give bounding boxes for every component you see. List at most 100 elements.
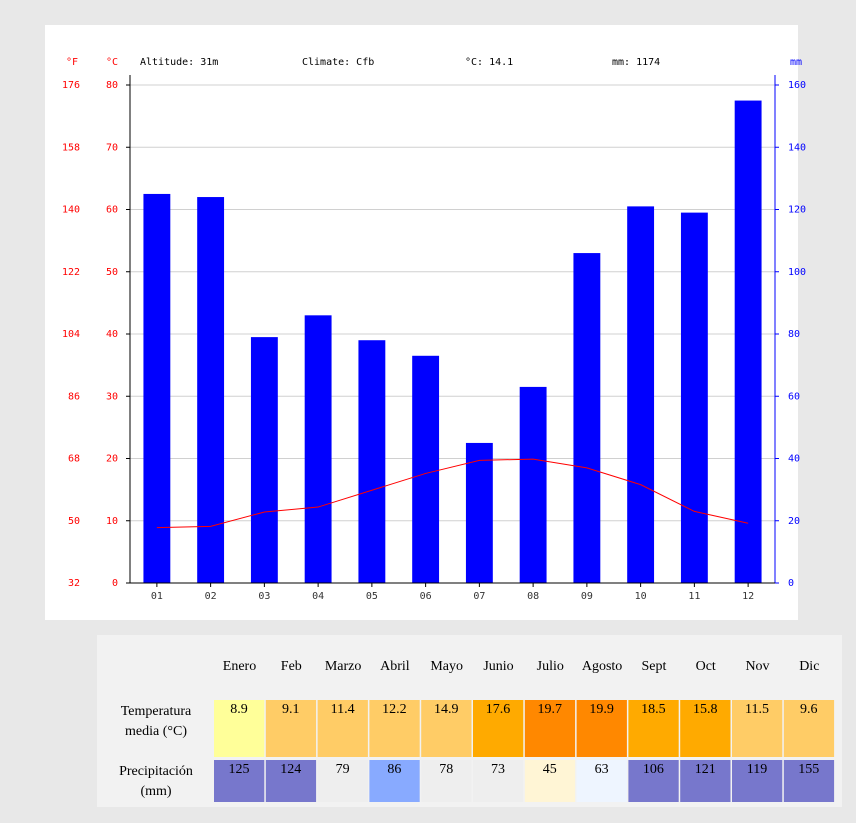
cell-value: 124 bbox=[280, 762, 301, 777]
header-text: Climate: Cfb bbox=[302, 57, 374, 68]
y2-tick-label: 20 bbox=[788, 516, 800, 527]
cell-value: 73 bbox=[491, 762, 505, 777]
cell-value: 155 bbox=[798, 762, 819, 777]
x-tick-label: 12 bbox=[742, 591, 754, 602]
bar bbox=[143, 193, 171, 583]
table-header: Abril bbox=[380, 659, 410, 674]
row-label: Temperatura bbox=[121, 704, 192, 719]
y2-tick-label: 60 bbox=[788, 391, 800, 402]
cell-value: 17.6 bbox=[486, 702, 511, 717]
row-label: (mm) bbox=[140, 784, 171, 799]
y-tick-label: 10 bbox=[106, 516, 118, 527]
cell-value: 19.9 bbox=[589, 702, 614, 717]
bar bbox=[573, 253, 601, 583]
x-tick-label: 07 bbox=[473, 591, 485, 602]
x-tick-label: 02 bbox=[205, 591, 217, 602]
cell-value: 8.9 bbox=[230, 702, 248, 717]
y2-tick-label: 0 bbox=[788, 578, 794, 589]
table-cell bbox=[628, 700, 679, 757]
table-header: Marzo bbox=[325, 659, 362, 674]
row-label: media (°C) bbox=[125, 724, 187, 739]
table-cell bbox=[680, 700, 731, 757]
cell-value: 125 bbox=[229, 762, 250, 777]
bar bbox=[304, 315, 332, 583]
cell-value: 121 bbox=[695, 762, 716, 777]
y2-unit: mm bbox=[790, 57, 802, 68]
cell-value: 9.6 bbox=[800, 702, 818, 717]
x-tick-label: 09 bbox=[581, 591, 593, 602]
bar bbox=[465, 442, 493, 583]
x-tick-label: 05 bbox=[366, 591, 378, 602]
table-header: Julio bbox=[537, 659, 564, 674]
y-tick-label: 40 bbox=[106, 329, 118, 340]
table-header: Dic bbox=[799, 659, 819, 674]
y-tick-label: 0 bbox=[112, 578, 118, 589]
temperature-line bbox=[156, 458, 749, 529]
table-header: Sept bbox=[641, 659, 666, 674]
cell-value: 11.5 bbox=[745, 702, 769, 717]
y-tick-label: 50 bbox=[106, 267, 118, 278]
y3-tick-label: 32 bbox=[68, 578, 80, 589]
bar bbox=[519, 386, 547, 583]
y3-tick-label: 86 bbox=[68, 391, 80, 402]
cell-value: 86 bbox=[387, 762, 401, 777]
cell-value: 79 bbox=[336, 762, 350, 777]
table-cell bbox=[473, 700, 524, 757]
y3-tick-label: 122 bbox=[62, 267, 80, 278]
table-header: Enero bbox=[223, 659, 256, 674]
cell-value: 18.5 bbox=[641, 702, 666, 717]
x-tick-label: 10 bbox=[635, 591, 647, 602]
table-cell bbox=[524, 700, 576, 757]
x-tick-label: 04 bbox=[312, 591, 324, 602]
header-text: Altitude: 31m bbox=[140, 57, 218, 68]
cell-value: 9.1 bbox=[282, 702, 300, 717]
table-cell bbox=[369, 760, 420, 802]
table-cell bbox=[265, 700, 317, 757]
cell-value: 63 bbox=[595, 762, 609, 777]
cell-value: 119 bbox=[747, 762, 767, 777]
table-header: Junio bbox=[483, 659, 513, 674]
table-header: Oct bbox=[696, 659, 716, 674]
cell-value: 14.9 bbox=[434, 702, 459, 717]
table-cell bbox=[732, 760, 783, 802]
table-cell bbox=[628, 760, 679, 802]
table-cell bbox=[214, 700, 265, 757]
bar bbox=[412, 355, 440, 583]
y3-tick-label: 50 bbox=[68, 516, 80, 527]
y3-tick-label: 158 bbox=[62, 142, 80, 153]
y-tick-label: 30 bbox=[106, 391, 118, 402]
y3-unit: °F bbox=[66, 57, 78, 68]
cell-value: 15.8 bbox=[693, 702, 718, 717]
y-tick-label: 80 bbox=[106, 80, 118, 91]
table-cell bbox=[214, 760, 265, 802]
bar bbox=[197, 197, 225, 584]
y2-tick-label: 140 bbox=[788, 142, 806, 153]
x-tick-label: 03 bbox=[258, 591, 270, 602]
cell-value: 106 bbox=[643, 762, 664, 777]
cell-value: 45 bbox=[543, 762, 557, 777]
header-text: mm: 1174 bbox=[612, 57, 660, 68]
table-cell bbox=[421, 760, 472, 802]
table-header: Feb bbox=[281, 659, 302, 674]
bar bbox=[627, 206, 655, 583]
x-tick-label: 11 bbox=[688, 591, 700, 602]
y-tick-label: 20 bbox=[106, 454, 118, 465]
table-cell bbox=[524, 760, 576, 802]
bar bbox=[734, 100, 762, 583]
y2-tick-label: 80 bbox=[788, 329, 800, 340]
y-unit: °C bbox=[106, 57, 118, 68]
table-cell bbox=[369, 700, 420, 757]
table-cell bbox=[265, 760, 317, 802]
cell-value: 11.4 bbox=[331, 702, 355, 717]
x-tick-label: 01 bbox=[151, 591, 163, 602]
table-header: Mayo bbox=[430, 659, 463, 674]
table-cell bbox=[317, 700, 368, 757]
table-cell bbox=[421, 700, 472, 757]
bar bbox=[680, 212, 708, 584]
header-text: °C: 14.1 bbox=[465, 57, 513, 68]
y2-tick-label: 40 bbox=[788, 454, 800, 465]
y3-tick-label: 68 bbox=[68, 454, 80, 465]
table-cell bbox=[576, 760, 627, 802]
table-header: Nov bbox=[745, 659, 769, 674]
x-tick-label: 08 bbox=[527, 591, 539, 602]
